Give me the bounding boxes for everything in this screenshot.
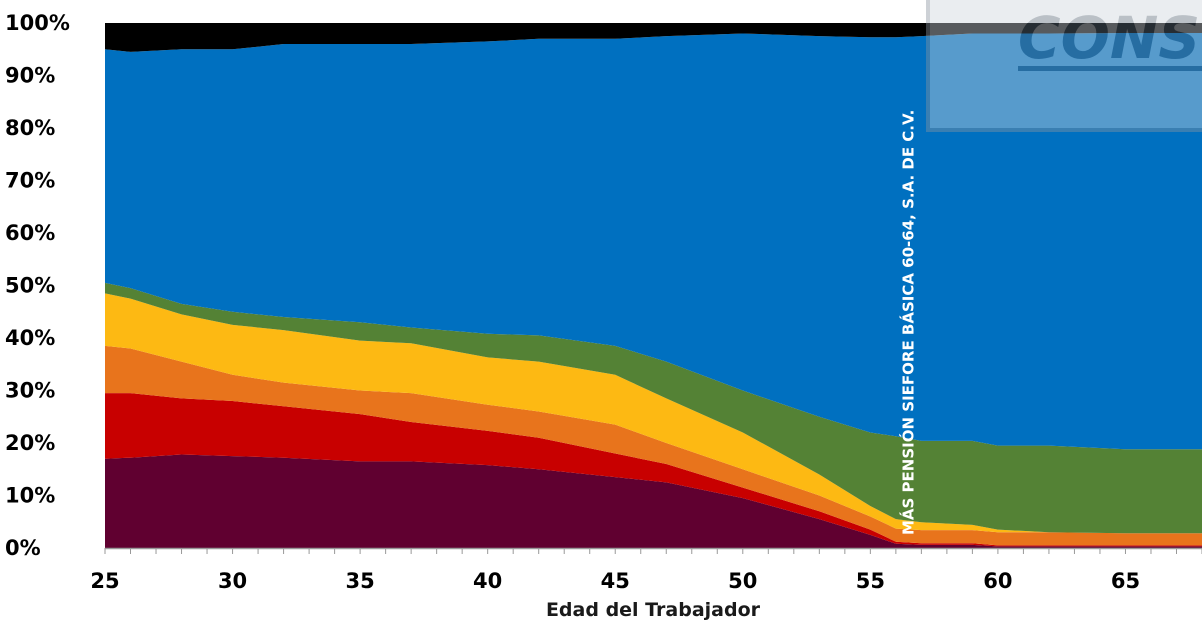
y-tick-label: 0%	[5, 536, 41, 560]
x-tick-label: 65	[1111, 569, 1140, 593]
watermark-logo: CONS	[928, 0, 1202, 130]
y-tick-label: 20%	[5, 431, 55, 455]
x-tick-label: 60	[983, 569, 1012, 593]
x-tick-label: 45	[601, 569, 630, 593]
x-tick-label: 30	[218, 569, 247, 593]
x-tick-label: 40	[473, 569, 502, 593]
x-tick-label: 50	[728, 569, 757, 593]
watermark-text: CONS	[1018, 4, 1200, 72]
y-axis: 0% 10% 20% 30% 40% 50% 60% 70% 80% 90% 100%	[5, 11, 70, 560]
x-tick-label: 35	[345, 569, 374, 593]
x-tick-label: 55	[856, 569, 885, 593]
x-axis-label: Edad del Trabajador	[546, 599, 761, 621]
x-axis: 25 30 35 40 45 50 55 60 65	[90, 548, 1202, 593]
y-tick-label: 100%	[5, 11, 70, 35]
y-tick-label: 40%	[5, 326, 55, 350]
watermark-underline	[1018, 66, 1202, 71]
y-tick-label: 50%	[5, 274, 55, 298]
y-tick-label: 70%	[5, 169, 55, 193]
y-tick-label: 60%	[5, 221, 55, 245]
y-tick-label: 80%	[5, 116, 55, 140]
vertical-annotation: MÁS PENSIÓN SIEFORE BÁSICA 60-64, S.A. D…	[899, 110, 918, 535]
y-tick-label: 10%	[5, 484, 55, 508]
y-tick-label: 30%	[5, 379, 55, 403]
y-tick-label: 90%	[5, 64, 55, 88]
x-tick-label: 25	[90, 569, 119, 593]
